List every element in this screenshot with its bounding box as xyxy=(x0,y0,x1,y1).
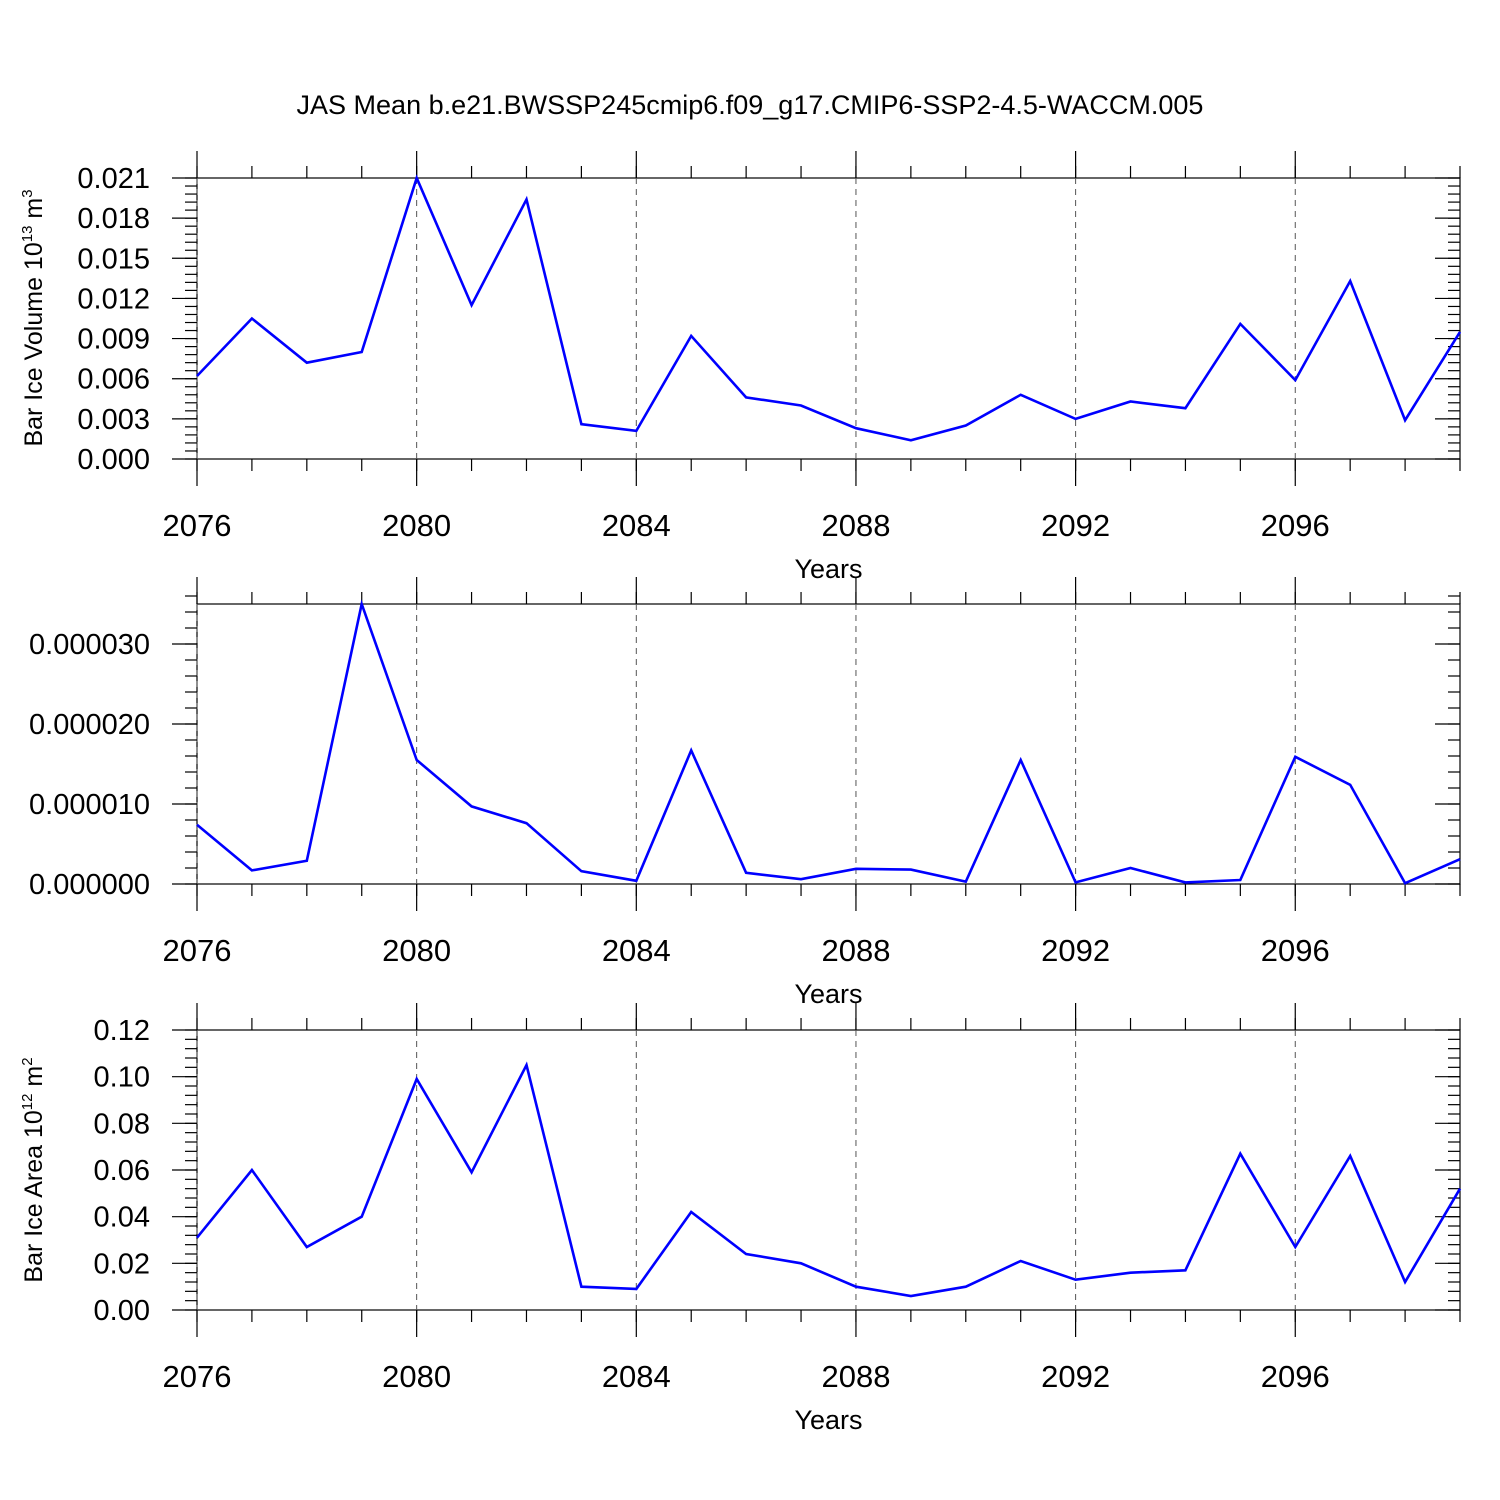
plot-frame xyxy=(196,603,1461,885)
x-tick-label: 2076 xyxy=(163,933,232,968)
plot-frame xyxy=(196,1029,1461,1311)
x-tick-label: 2088 xyxy=(821,933,890,968)
y-tick-label: 0.10 xyxy=(94,1062,150,1094)
y-tick-label: 0.04 xyxy=(94,1202,150,1234)
panel-3: 2076 2080 2084 2088 2092 2096 0.00 0.02 0.04 0.06… xyxy=(19,1003,1462,1435)
y-axis-label-unit-exponent: 3 xyxy=(19,189,36,197)
y-tick-label: 0.12 xyxy=(94,1015,150,1047)
x-tick-label: 2092 xyxy=(1041,1359,1110,1394)
x-tick-label: 2096 xyxy=(1261,1359,1330,1394)
y-tick-label: 0.006 xyxy=(77,364,150,396)
figure-title: JAS Mean b.e21.BWSSP245cmip6.f09_g17.CMI… xyxy=(297,90,1204,120)
x-tick-label: 2080 xyxy=(382,933,451,968)
x-tick-label: 2096 xyxy=(1261,933,1330,968)
y-tick-label: 0.009 xyxy=(77,324,150,356)
x-tick-label: 2088 xyxy=(821,508,890,543)
y-tick-label: 0.08 xyxy=(94,1108,150,1140)
y-tick-label: 0.000 xyxy=(77,444,150,476)
y-tick-label: 0.06 xyxy=(94,1155,150,1187)
series-line xyxy=(195,1061,1462,1298)
y-tick-label: 0.000030 xyxy=(29,629,150,661)
plot-frame xyxy=(196,177,1461,460)
y-tick-label: 0.000000 xyxy=(29,869,150,901)
y-tick-label: 0.003 xyxy=(77,404,150,436)
panel-1: 2076 2080 2084 2088 2092 2096 0.000 0.003 0.006 0… xyxy=(19,151,1462,584)
y-axis-label-unit: m xyxy=(20,198,48,226)
x-tick-label: 2088 xyxy=(821,1359,890,1394)
x-tick-label: 2084 xyxy=(602,933,671,968)
series-line xyxy=(196,174,1462,442)
series-line xyxy=(196,599,1461,885)
y-axis-label-exponent: 12 xyxy=(19,1094,36,1111)
y-axis-label: Bar Ice Volume 1013 m3 xyxy=(19,189,48,446)
x-tick-label: 2076 xyxy=(163,1359,232,1394)
y-axis-label-text: Bar Ice Area 10 xyxy=(20,1110,48,1282)
x-tick-label: 2092 xyxy=(1041,508,1110,543)
y-tick-label: 0.018 xyxy=(77,203,150,235)
y-tick-label: 0.02 xyxy=(94,1248,150,1280)
y-axis-label-unit: m xyxy=(20,1066,48,1094)
y-axis-label-unit-exponent: 2 xyxy=(19,1057,36,1065)
y-tick-label: 0.000020 xyxy=(29,709,150,741)
x-axis-label: Years xyxy=(794,979,862,1009)
y-tick-label: 0.012 xyxy=(77,283,150,315)
y-tick-label: 0.021 xyxy=(77,163,150,195)
y-axis-label-exponent: 13 xyxy=(19,226,36,243)
x-axis-label: Years xyxy=(794,554,862,584)
panel-2: 2076 2080 2084 2088 2092 2096 0.000000 0.000010… xyxy=(29,577,1461,1009)
y-axis-label-text: Bar Ice Volume 10 xyxy=(20,242,48,446)
x-axis-label: Years xyxy=(794,1405,862,1435)
x-tick-label: 2084 xyxy=(602,508,671,543)
x-tick-label: 2080 xyxy=(382,1359,451,1394)
y-tick-label: 0.000010 xyxy=(29,789,150,821)
x-tick-label: 2096 xyxy=(1261,508,1330,543)
x-tick-label: 2076 xyxy=(163,508,232,543)
x-tick-label: 2092 xyxy=(1041,933,1110,968)
x-tick-label: 2080 xyxy=(382,508,451,543)
y-tick-label: 0.015 xyxy=(77,243,150,275)
y-axis-label: Bar Ice Area 1012 m2 xyxy=(19,1057,48,1282)
y-tick-label: 0.00 xyxy=(94,1295,150,1327)
x-tick-label: 2084 xyxy=(602,1359,671,1394)
